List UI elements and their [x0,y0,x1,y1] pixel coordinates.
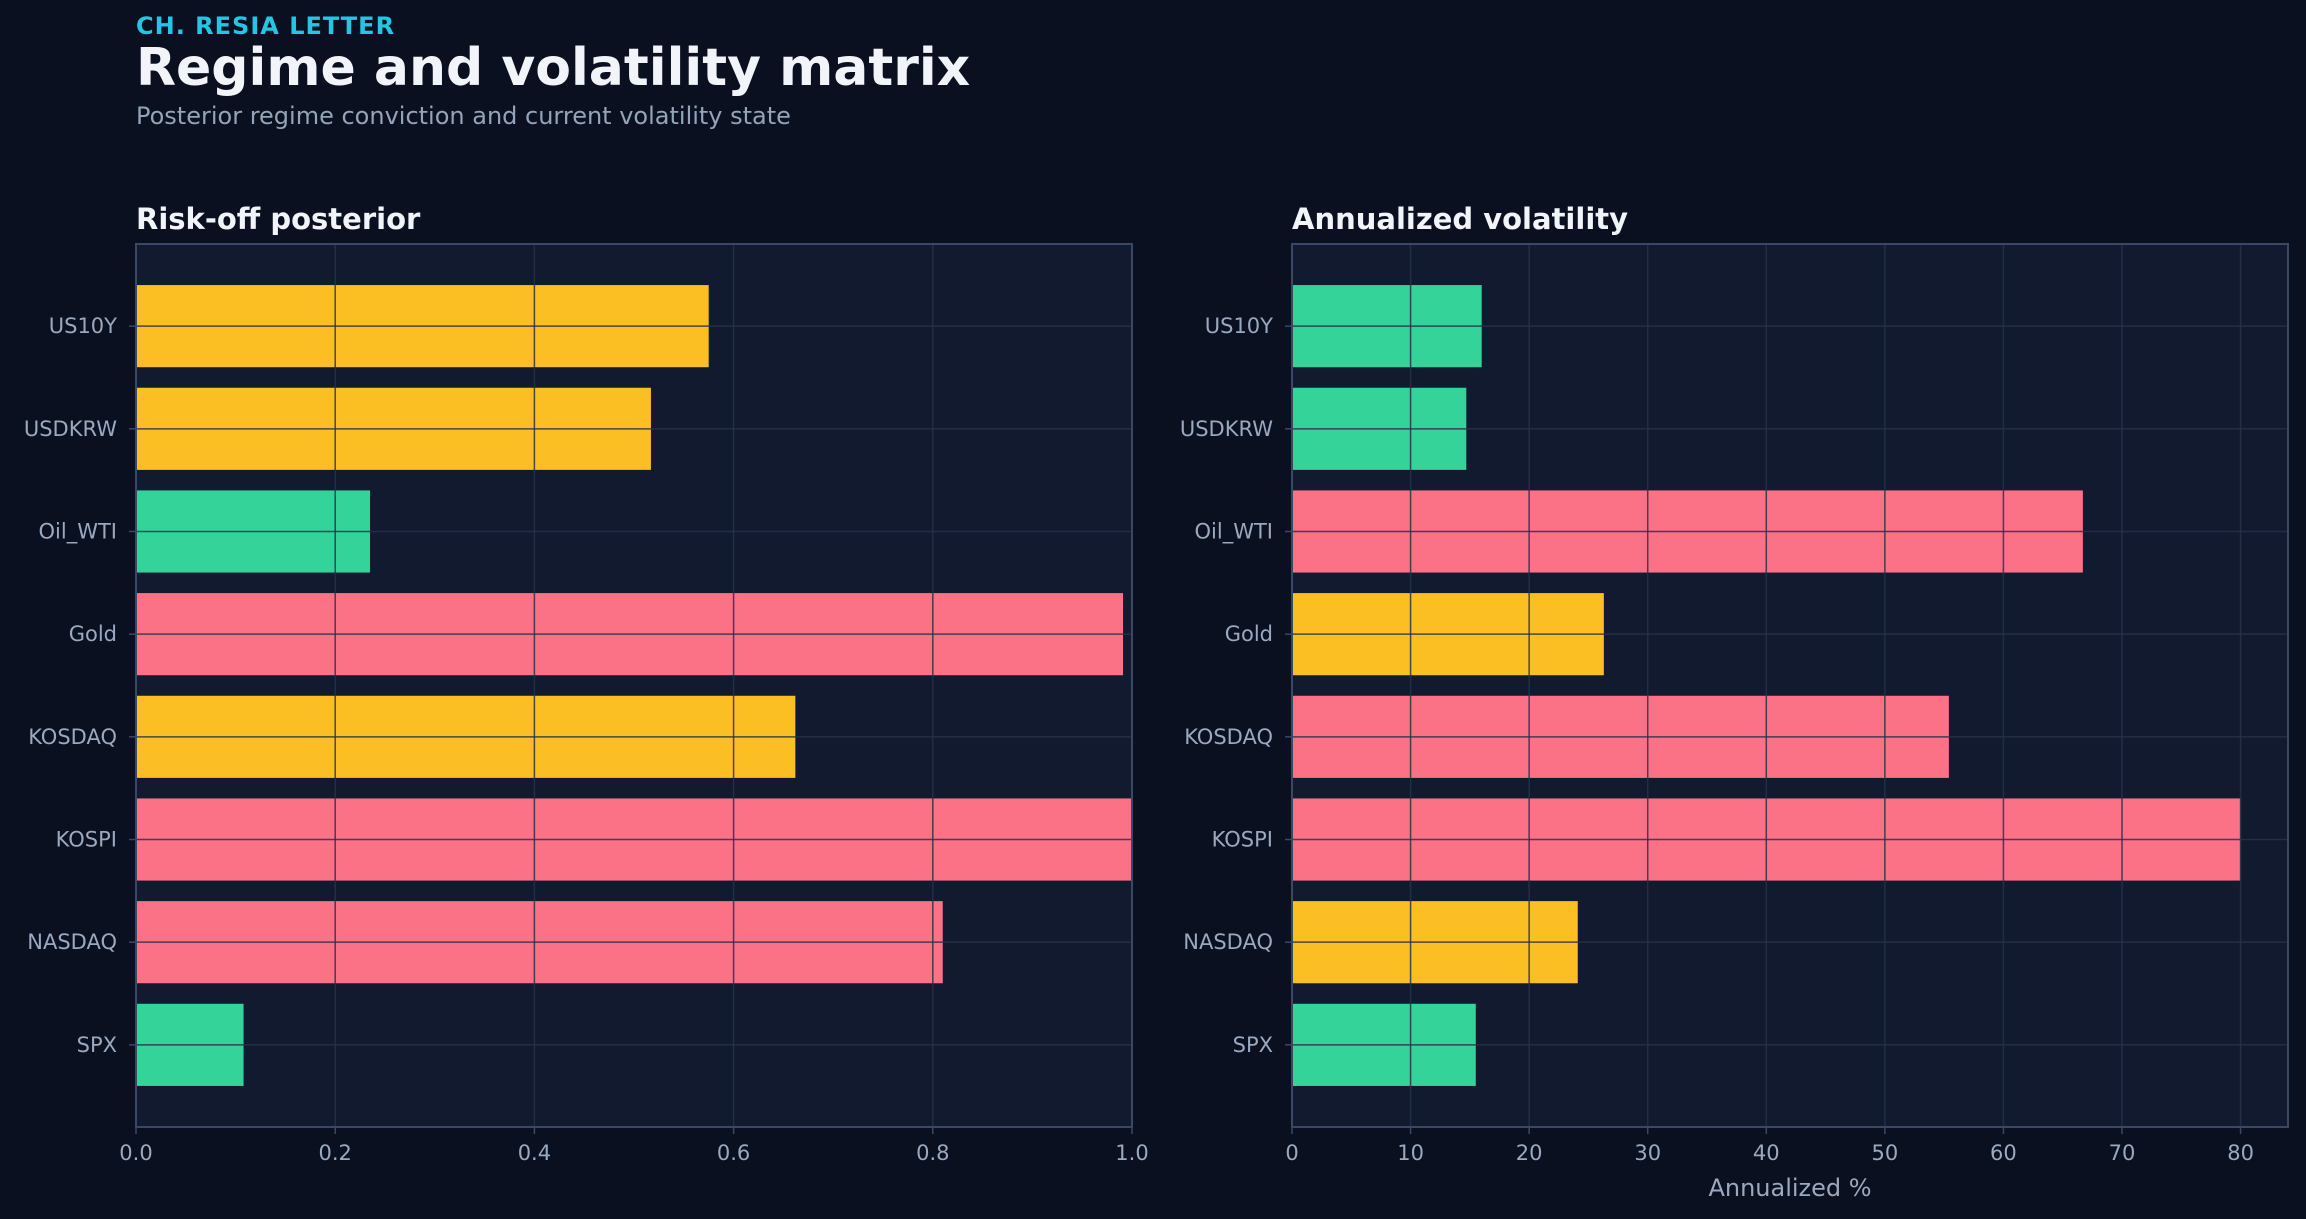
riskoff-ytick-label-usdkrw: USDKRW [24,417,117,441]
riskoff-ytick-label-gold: Gold [69,622,117,646]
riskoff-panel: Risk-off posterior US10Y USDKRW Oil_WTI Gol… [24,202,1149,1165]
vol-ytick-label-kospi: KOSPI [1212,828,1273,852]
vol-ytick-label-us10y: US10Y [1205,314,1273,338]
vol-xtick-label-6: 60 [1990,1141,2017,1165]
vol-ytick-label-usdkrw: USDKRW [1180,417,1273,441]
riskoff-plot-area [136,244,1132,1127]
riskoff-xtick-label-5: 1.0 [1115,1141,1148,1165]
vol-xtick-label-4: 40 [1753,1141,1780,1165]
page-subtitle: Posterior regime conviction and current … [136,102,791,130]
riskoff-frame [135,243,1133,1128]
riskoff-xtick-label-4: 0.8 [916,1141,949,1165]
vol-ytick-label-spx: SPX [1233,1033,1273,1057]
riskoff-ytick-label-us10y: US10Y [49,314,117,338]
vol-xaxis-label: Annualized % [1708,1174,1871,1202]
volatility-panel: Annualized volatility US10Y USDKRW Oil_WTI… [1180,202,2289,1202]
riskoff-xtick-label-1: 0.2 [318,1141,351,1165]
vol-ytick-label-nasdaq: NASDAQ [1183,930,1273,954]
riskoff-xtick-label-2: 0.4 [518,1141,551,1165]
page-title: Regime and volatility matrix [136,38,971,98]
vol-frame [1291,243,2289,1128]
riskoff-xtick-label-3: 0.6 [717,1141,750,1165]
vol-ytick-label-oil-wti: Oil_WTI [1195,519,1273,544]
riskoff-xtick-label-0: 0.0 [119,1141,152,1165]
riskoff-ytick-label-kosdaq: KOSDAQ [28,725,117,749]
vol-ytick-label-gold: Gold [1225,622,1273,646]
vol-xtick-label-5: 50 [1871,1141,1898,1165]
vol-xtick-label-2: 20 [1516,1141,1543,1165]
volatility-panel-title: Annualized volatility [1292,202,1628,236]
vol-xtick-label-3: 30 [1634,1141,1661,1165]
riskoff-ytick-label-kospi: KOSPI [56,828,117,852]
riskoff-panel-title: Risk-off posterior [136,202,421,236]
vol-ytick-label-kosdaq: KOSDAQ [1184,725,1273,749]
riskoff-ytick-label-spx: SPX [77,1033,117,1057]
riskoff-ytick-label-oil-wti: Oil_WTI [39,519,117,544]
vol-xtick-label-8: 80 [2227,1141,2254,1165]
riskoff-ytick-label-nasdaq: NASDAQ [27,930,117,954]
eyebrow-label: CH. RESIA LETTER [136,12,396,40]
vol-plot-area [1292,244,2288,1127]
vol-xtick-label-7: 70 [2109,1141,2136,1165]
vol-xtick-label-1: 10 [1397,1141,1424,1165]
vol-xtick-label-0: 0 [1285,1141,1298,1165]
